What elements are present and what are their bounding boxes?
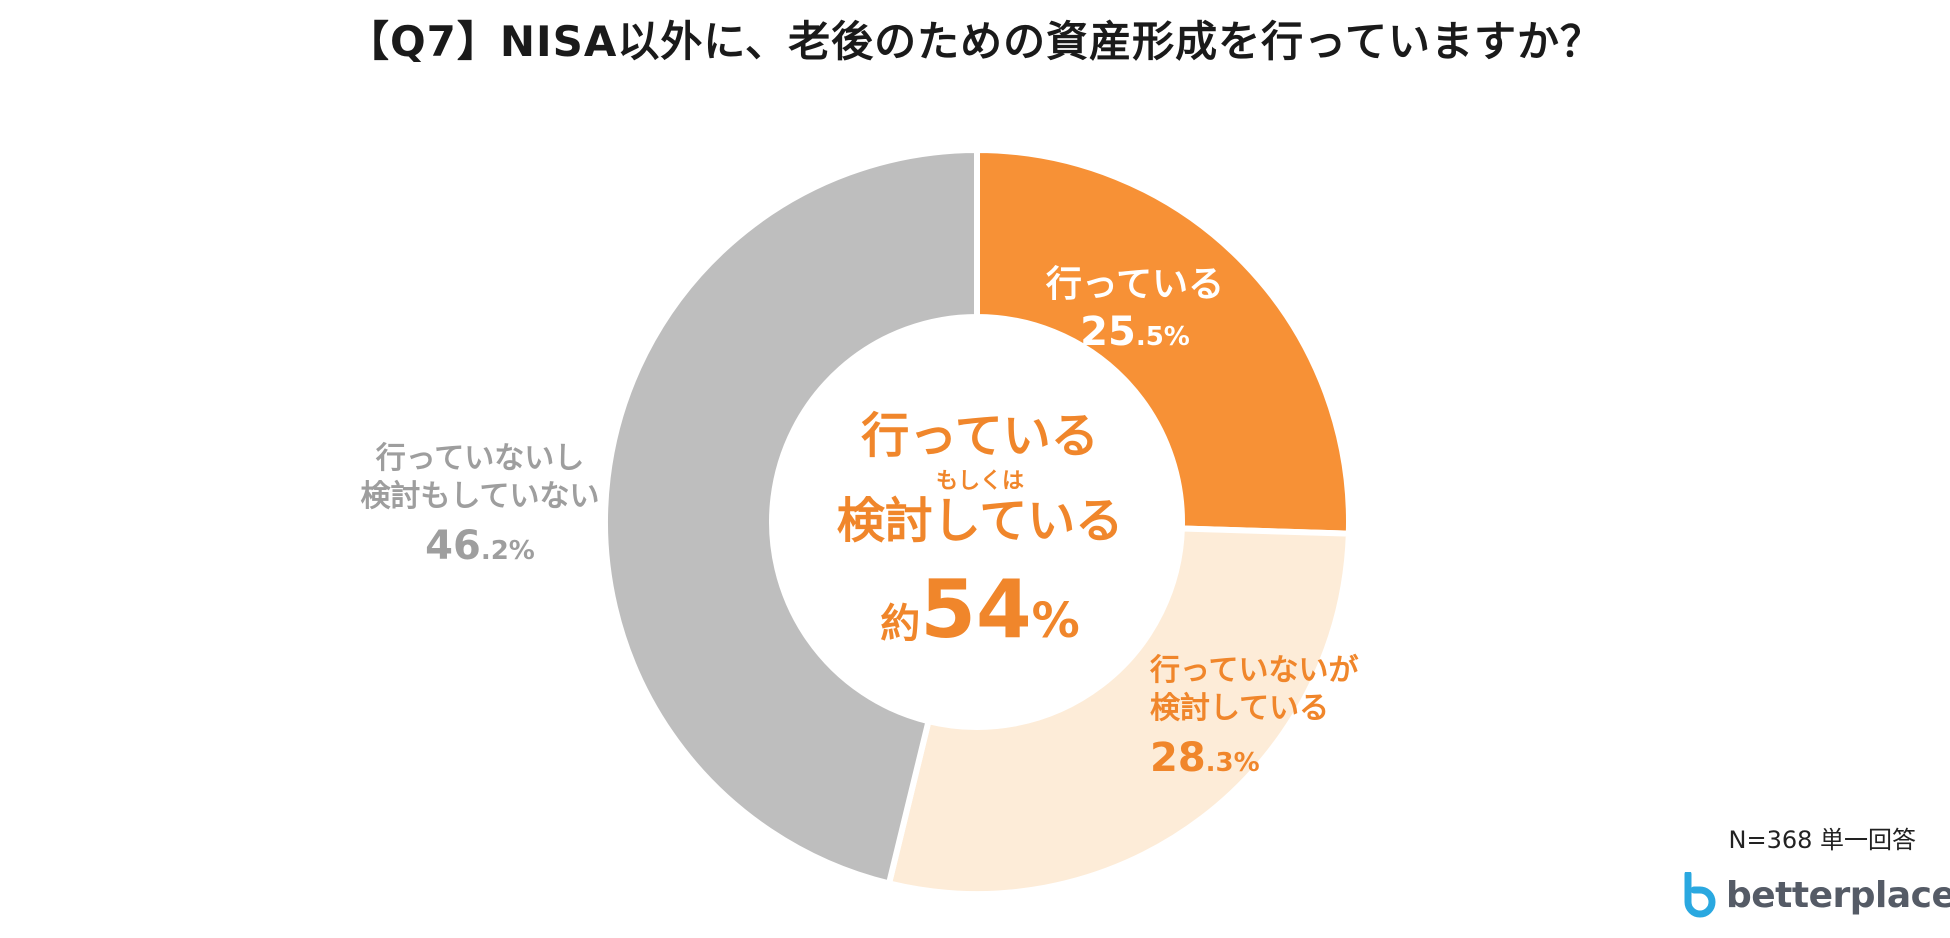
slice-label-considering: 行っていないが 検討している 28.3% bbox=[1150, 652, 1359, 783]
slice-pct-dec: .3% bbox=[1205, 748, 1260, 778]
slice-pct-int: 25 bbox=[1080, 309, 1136, 355]
slice-label-line: 検討もしていない bbox=[360, 478, 600, 514]
slice-pct-int: 46 bbox=[425, 523, 481, 569]
center-number: 54 bbox=[920, 562, 1032, 656]
slice-label-line: 行っている bbox=[1045, 264, 1225, 305]
logo-text: betterplace bbox=[1726, 874, 1950, 916]
donut-slice-doing bbox=[974, 146, 1352, 537]
slice-label-line: 検討している bbox=[1150, 690, 1330, 726]
betterplace-logo-icon bbox=[1684, 872, 1716, 918]
center-line-3: 検討している bbox=[836, 493, 1124, 550]
center-line-1: 行っている bbox=[861, 408, 1099, 464]
center-total: 約54% bbox=[780, 569, 1180, 650]
center-percent: % bbox=[1031, 592, 1080, 649]
sample-note: N=368 単一回答 bbox=[1728, 826, 1917, 854]
slice-label-doing: 行っている 25.5% bbox=[1040, 262, 1230, 357]
betterplace-logo: betterplace bbox=[1680, 872, 1950, 918]
center-line-2: もしくは bbox=[935, 468, 1024, 494]
slice-label-line: 行っていないし bbox=[375, 441, 585, 476]
center-prefix: 約 bbox=[880, 600, 921, 647]
slice-label-line: 行っていないが bbox=[1150, 653, 1359, 688]
slice-pct-dec: .2% bbox=[480, 536, 535, 566]
donut-slice-considering bbox=[885, 525, 1352, 897]
slice-pct-int: 28 bbox=[1150, 735, 1206, 781]
donut-slice-not-doing bbox=[602, 146, 980, 888]
slice-label-not-doing: 行っていないし 検討もしていない 46.2% bbox=[340, 440, 620, 571]
slice-pct-dec: .5% bbox=[1135, 322, 1190, 352]
chart-title: 【Q7】NISA以外に、老後のための資産形成を行っていますか？ bbox=[346, 17, 1604, 66]
donut-center-summary: 行っている もしくは 検討している 約54% bbox=[780, 410, 1180, 650]
